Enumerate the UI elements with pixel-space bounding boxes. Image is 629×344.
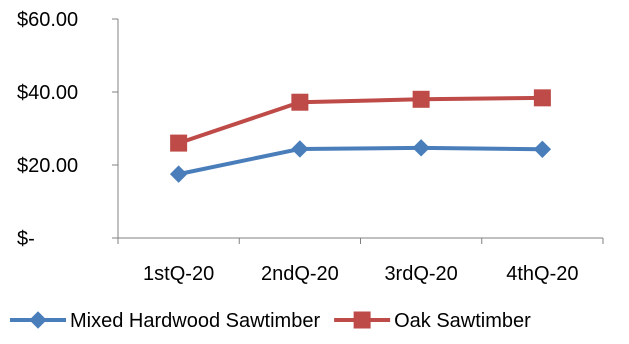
legend: Mixed Hardwood Sawtimber Oak Sawtimber: [10, 310, 531, 332]
x-tick-label: 2ndQ-20: [261, 263, 339, 285]
y-tick-label: $60.00: [17, 9, 78, 31]
data-point: [412, 139, 430, 157]
legend-marker: [353, 311, 371, 329]
y-tick-label: $40.00: [17, 82, 78, 104]
x-tick-label: 3rdQ-20: [384, 263, 457, 285]
legend-label: Oak Sawtimber: [394, 310, 531, 332]
x-tick-label: 4thQ-20: [506, 263, 578, 285]
series-group: [169, 89, 552, 183]
legend-label: Mixed Hardwood Sawtimber: [70, 310, 320, 332]
legend-marker: [29, 311, 47, 329]
y-tick-label: $-: [17, 228, 35, 250]
y-tick-label: $20.00: [17, 155, 78, 177]
data-point: [169, 165, 188, 183]
data-point: [291, 93, 309, 111]
data-point: [170, 134, 188, 152]
data-point: [412, 90, 430, 108]
series-line: [178, 145, 543, 177]
series-line: [177, 95, 543, 145]
data-point: [291, 140, 309, 158]
data-point: [533, 89, 551, 107]
x-tick-label: 1stQ-20: [143, 263, 214, 285]
data-point: [533, 140, 552, 159]
axes: $- $20.00 $40.00 $60.00 1stQ-20 2ndQ-20 3rdQ-2…: [17, 9, 604, 285]
